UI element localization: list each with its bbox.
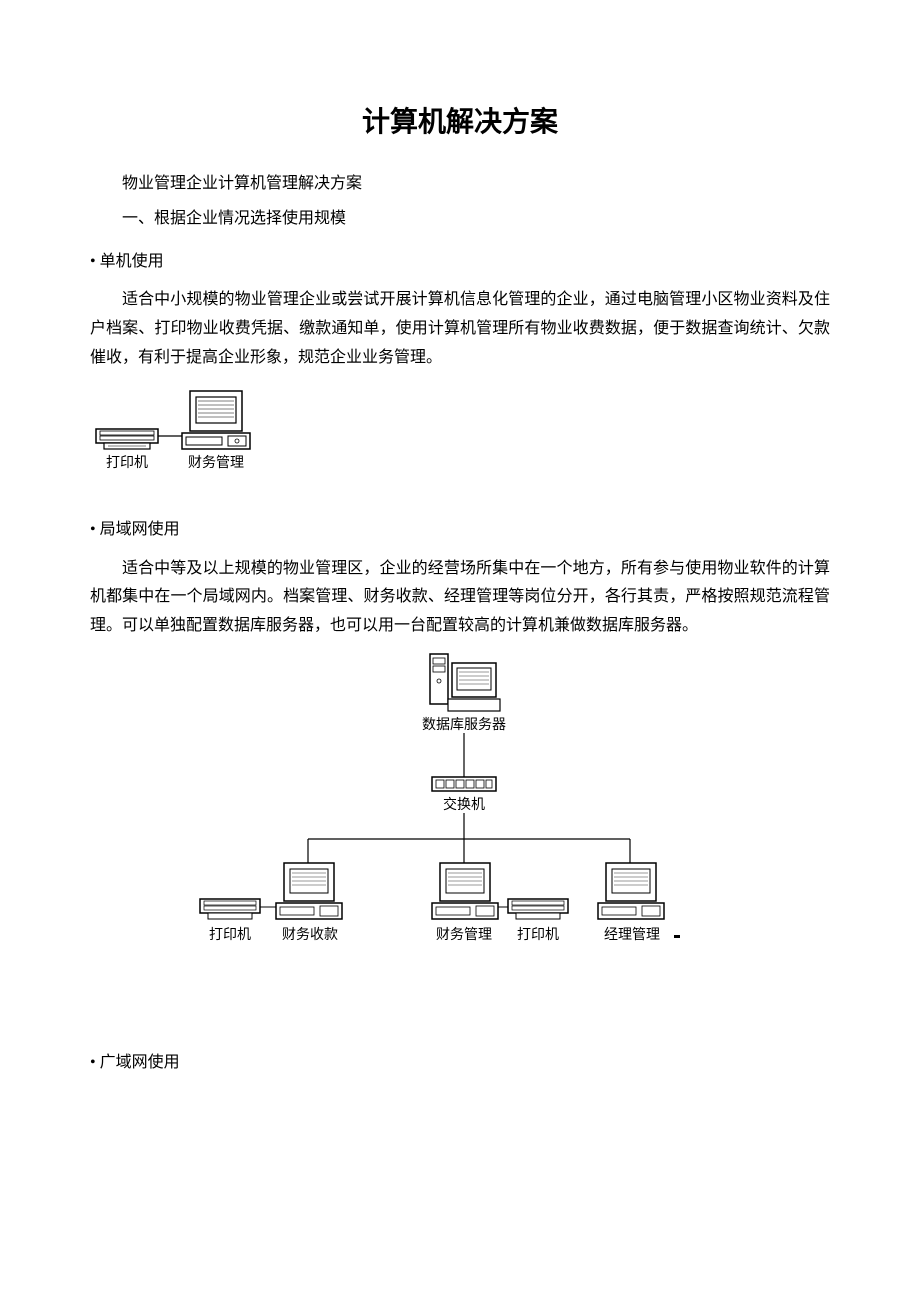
node1-pc-label: 财务收款: [282, 927, 338, 943]
node2-printer-label: 打印机: [517, 926, 559, 943]
section3-bullet: • 广域网使用: [90, 1049, 830, 1078]
section1-bullet: • 单机使用: [90, 248, 830, 277]
computer-icon: [182, 391, 250, 449]
switch-label: 交换机: [443, 796, 485, 813]
node2-printer-icon: [508, 899, 568, 919]
section2-paragraph: 适合中等及以上规模的物业管理区，企业的经营场所集中在一个地方，所有参与使用物业软…: [90, 555, 830, 641]
diagram-standalone: 打印机 财务管理: [90, 381, 830, 476]
intro-line-1: 物业管理企业计算机管理解决方案: [90, 170, 830, 199]
node2-pc-label: 财务管理: [436, 927, 492, 943]
diagram-lan: 数据库服务器 交换机: [90, 649, 830, 979]
intro-line-2: 一、根据企业情况选择使用规模: [90, 205, 830, 234]
lan-svg: 数据库服务器 交换机: [180, 649, 740, 979]
node1-pc-icon: [276, 863, 342, 919]
printer-icon: [96, 429, 158, 449]
server-label: 数据库服务器: [422, 717, 506, 733]
node1-printer-icon: [200, 899, 260, 919]
page-title: 计算机解决方案: [90, 100, 830, 140]
switch-icon: [432, 777, 496, 791]
section2-bullet: • 局域网使用: [90, 516, 830, 545]
standalone-svg: 打印机 财务管理: [90, 381, 270, 476]
node3-pc-icon: [598, 863, 664, 919]
server-icon: [430, 654, 500, 711]
section1-paragraph: 适合中小规模的物业管理企业或尝试开展计算机信息化管理的企业，通过电脑管理小区物业…: [90, 286, 830, 372]
node1-printer-label: 打印机: [209, 926, 251, 943]
computer-label: 财务管理: [188, 455, 244, 471]
trailing-mark: [674, 935, 680, 938]
document-page: 计算机解决方案 物业管理企业计算机管理解决方案 一、根据企业情况选择使用规模 •…: [0, 0, 920, 1148]
printer-label: 打印机: [106, 454, 148, 471]
node3-pc-label: 经理管理: [604, 927, 660, 943]
node2-pc-icon: [432, 863, 498, 919]
